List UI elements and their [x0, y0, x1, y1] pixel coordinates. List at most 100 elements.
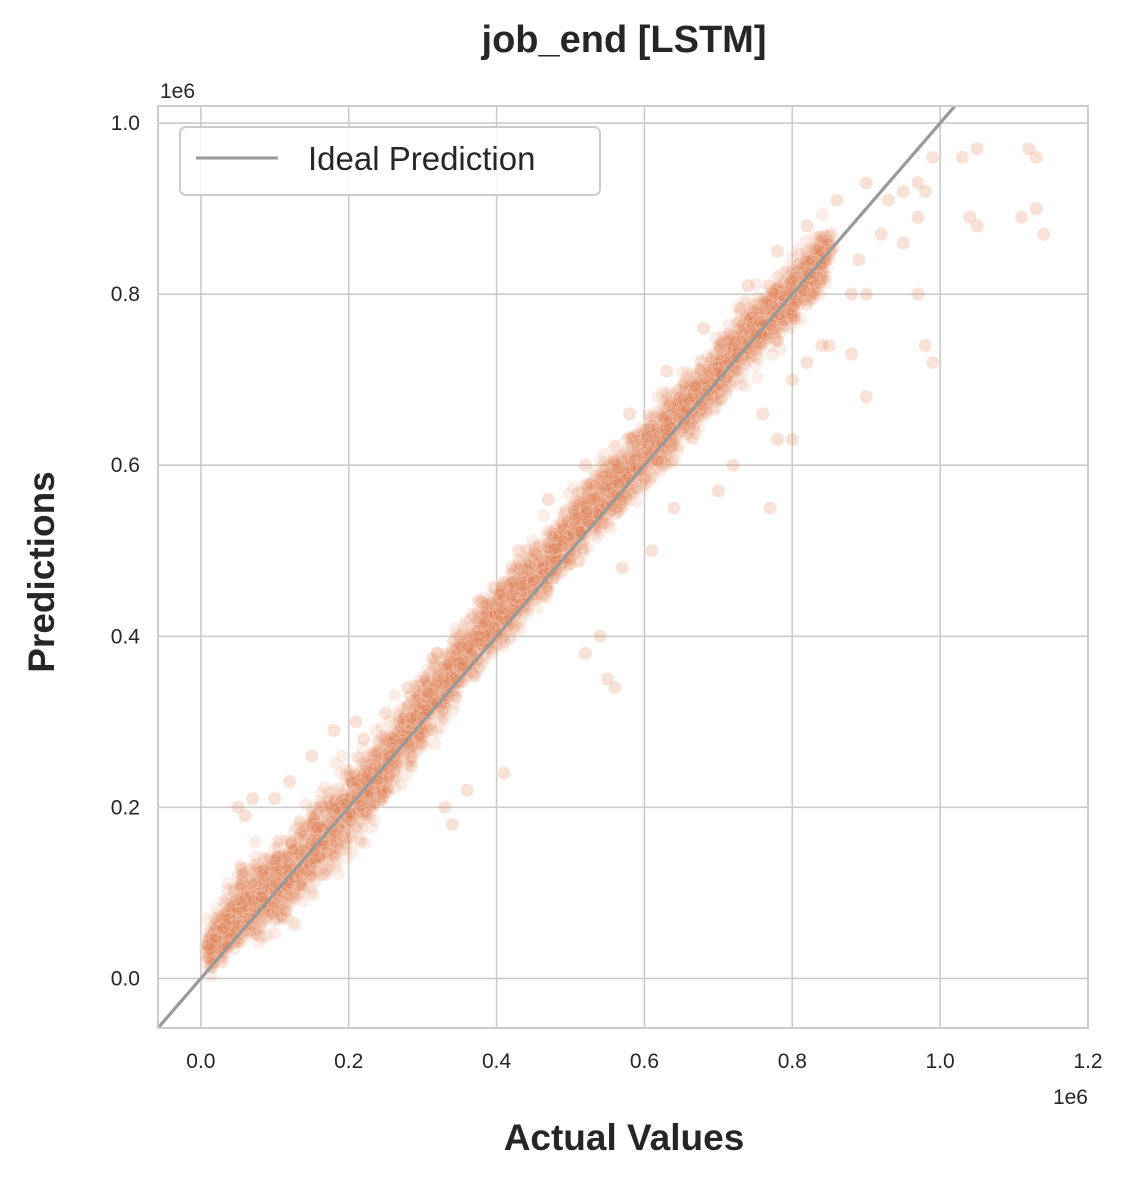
- scatter-point: [210, 930, 224, 944]
- scatter-point: [249, 878, 263, 893]
- scatter-point: [222, 919, 236, 934]
- scatter-point: [217, 921, 232, 936]
- outlier-point: [859, 390, 873, 404]
- scatter-point: [244, 898, 258, 913]
- y-tick-labels: 0.00.20.40.60.81.0: [111, 112, 141, 990]
- outlier-point: [445, 817, 459, 831]
- scatter-point: [435, 708, 450, 723]
- scatter-point: [235, 867, 249, 881]
- scatter-point: [209, 930, 223, 945]
- scatter-point: [216, 927, 230, 941]
- scatter-point: [388, 770, 403, 784]
- scatter-point: [786, 271, 801, 285]
- scatter-point: [786, 299, 801, 314]
- scatter-point: [219, 926, 233, 941]
- scatter-point: [232, 931, 246, 945]
- scatter-point: [207, 931, 222, 946]
- outlier-point: [785, 433, 799, 447]
- scatter-point: [207, 925, 222, 939]
- x-tick-label: 0.2: [334, 1050, 363, 1073]
- scatter-point: [235, 898, 249, 912]
- scatter-point: [220, 926, 235, 941]
- scatter-point: [224, 905, 239, 920]
- scatter-point: [217, 930, 231, 945]
- scatter-point: [313, 820, 328, 834]
- scatter-point: [202, 941, 216, 956]
- scatter-point: [209, 931, 223, 946]
- scatter-point: [201, 932, 215, 946]
- scatter-point: [249, 885, 263, 900]
- scatter-point: [239, 889, 254, 903]
- y-axis-label: Predictions: [21, 471, 62, 673]
- scatter-point: [208, 930, 223, 944]
- scatter-point: [233, 922, 247, 937]
- scatter-point: [785, 250, 800, 265]
- scatter-point: [221, 928, 235, 942]
- scatter-point: [230, 891, 244, 905]
- scatter-point: [201, 941, 216, 956]
- outlier-point: [667, 501, 681, 515]
- scatter-point: [200, 939, 214, 954]
- scatter-point: [224, 920, 238, 934]
- scatter-point: [223, 902, 237, 916]
- scatter-point: [233, 907, 247, 922]
- scatter-point: [204, 946, 218, 961]
- scatter-point: [230, 915, 244, 930]
- scatter-point: [226, 904, 241, 918]
- scatter-point: [232, 900, 247, 915]
- scatter-point: [265, 873, 280, 887]
- scatter-point: [203, 940, 217, 955]
- scatter-point: [207, 942, 222, 957]
- scatter-point: [222, 903, 236, 918]
- scatter-point: [225, 881, 240, 896]
- scatter-point: [360, 811, 375, 826]
- scatter-point: [233, 899, 248, 913]
- scatter-point: [222, 927, 236, 942]
- scatter-point: [221, 922, 235, 936]
- scatter-point: [220, 876, 235, 891]
- scatter-point: [239, 861, 253, 875]
- scatter-point: [230, 901, 245, 916]
- scatter-point: [259, 861, 274, 876]
- outlier-point: [246, 792, 260, 806]
- scatter-point: [218, 940, 233, 954]
- scatter-point: [213, 935, 227, 950]
- scatter-point: [255, 889, 270, 904]
- scatter-point: [210, 917, 225, 932]
- scatter-point: [223, 913, 238, 927]
- outlier-point: [926, 150, 940, 164]
- outlier-point: [815, 338, 829, 352]
- scatter-point: [201, 925, 215, 939]
- scatter-point: [209, 926, 224, 940]
- scatter-point: [199, 951, 213, 965]
- scatter-point: [267, 914, 281, 928]
- scatter-point: [423, 664, 438, 679]
- scatter-point: [537, 508, 551, 523]
- scatter-point: [750, 370, 765, 385]
- scatter-point: [296, 894, 310, 908]
- scatter-point: [211, 935, 225, 949]
- scatter-point: [498, 635, 512, 649]
- scatter-point: [267, 926, 282, 940]
- scatter-point: [246, 878, 261, 892]
- y-tick-label: 0.4: [111, 625, 141, 648]
- scatter-point: [237, 899, 252, 913]
- scatter-point: [218, 896, 233, 911]
- scatter-point: [243, 893, 257, 908]
- scatter-point: [209, 937, 224, 952]
- scatter-point: [219, 892, 234, 906]
- scatter-point: [259, 912, 273, 926]
- scatter-point: [252, 880, 266, 895]
- scatter-point: [210, 916, 225, 931]
- scatter-point: [224, 891, 239, 905]
- scatter-point: [223, 919, 237, 934]
- scatter-point: [223, 916, 238, 931]
- scatter-point: [213, 936, 228, 951]
- scatter-point: [202, 932, 216, 946]
- outlier-point: [859, 287, 873, 301]
- scatter-point: [200, 937, 214, 952]
- outlier-point: [896, 236, 910, 250]
- scatter-point: [232, 913, 247, 927]
- ideal-prediction-line: [158, 106, 957, 1028]
